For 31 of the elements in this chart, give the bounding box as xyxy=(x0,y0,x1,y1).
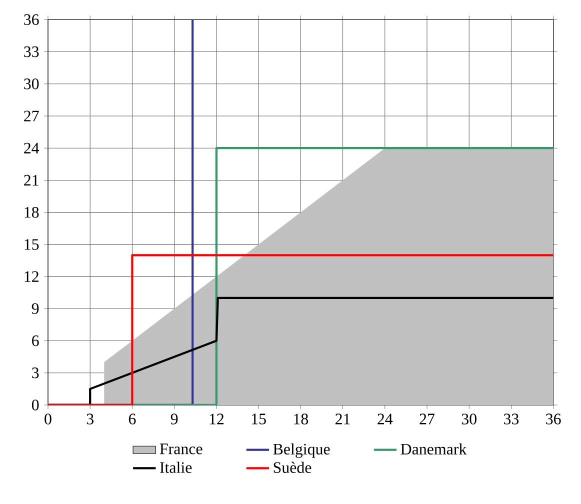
x-tick-label: 0 xyxy=(44,414,52,424)
x-tick-label: 24 xyxy=(378,414,393,424)
y-tick-label: 18 xyxy=(24,206,39,218)
y-tick-label: 27 xyxy=(24,110,39,122)
y-tick-label: 33 xyxy=(24,46,39,58)
y-tick-label: 36 xyxy=(24,14,39,26)
y-tick-label: 15 xyxy=(24,239,39,250)
x-tick-label: 30 xyxy=(462,414,476,424)
y-tick-label: 24 xyxy=(24,142,40,154)
x-tick-label: 6 xyxy=(128,414,136,424)
x-tick-label: 27 xyxy=(420,414,434,424)
y-tick-label: 9 xyxy=(32,303,39,314)
x-tick-label: 12 xyxy=(210,414,224,424)
y-tick-label: 21 xyxy=(24,174,38,186)
x-tick-label: 9 xyxy=(170,414,178,424)
x-tick-label: 15 xyxy=(252,414,266,424)
x-tick-label: 21 xyxy=(336,414,350,424)
legend-label: Belgique xyxy=(273,443,330,458)
legend-label: France xyxy=(160,444,202,454)
x-tick-label: 36 xyxy=(546,414,561,424)
x-tick-label: 33 xyxy=(504,414,519,424)
legend-label: Italie xyxy=(160,462,192,473)
y-tick-label: 0 xyxy=(32,400,39,410)
y-tick-label: 6 xyxy=(32,335,39,346)
legend-label: Suède xyxy=(274,462,312,473)
y-tick-label: 30 xyxy=(24,78,39,90)
legend-label: Danemark xyxy=(400,443,467,455)
x-tick-label: 3 xyxy=(86,414,94,424)
x-tick-label: 18 xyxy=(294,414,308,424)
y-tick-label: 12 xyxy=(24,271,38,282)
y-tick-label: 3 xyxy=(32,368,39,378)
